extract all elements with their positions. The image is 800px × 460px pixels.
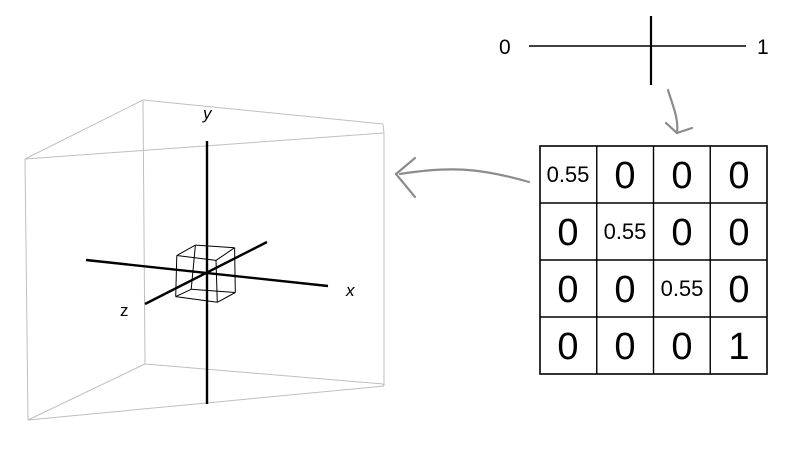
svg-text:0: 0: [728, 269, 749, 311]
svg-text:0.55: 0.55: [661, 276, 704, 301]
svg-text:1: 1: [757, 36, 769, 59]
svg-text:y: y: [202, 104, 213, 123]
svg-text:0: 0: [728, 155, 749, 197]
svg-text:0.55: 0.55: [547, 162, 590, 187]
svg-text:0: 0: [557, 326, 578, 368]
svg-text:0: 0: [671, 212, 692, 254]
svg-text:0: 0: [671, 326, 692, 368]
svg-text:0: 0: [614, 269, 635, 311]
svg-text:0: 0: [614, 155, 635, 197]
svg-text:0.55: 0.55: [604, 219, 647, 244]
svg-text:1: 1: [728, 326, 749, 368]
svg-text:x: x: [345, 281, 355, 300]
svg-text:0: 0: [499, 36, 511, 59]
svg-text:0: 0: [557, 212, 578, 254]
svg-text:0: 0: [671, 155, 692, 197]
svg-text:z: z: [120, 301, 129, 320]
svg-text:0: 0: [614, 326, 635, 368]
svg-text:0: 0: [557, 269, 578, 311]
svg-text:0: 0: [728, 212, 749, 254]
